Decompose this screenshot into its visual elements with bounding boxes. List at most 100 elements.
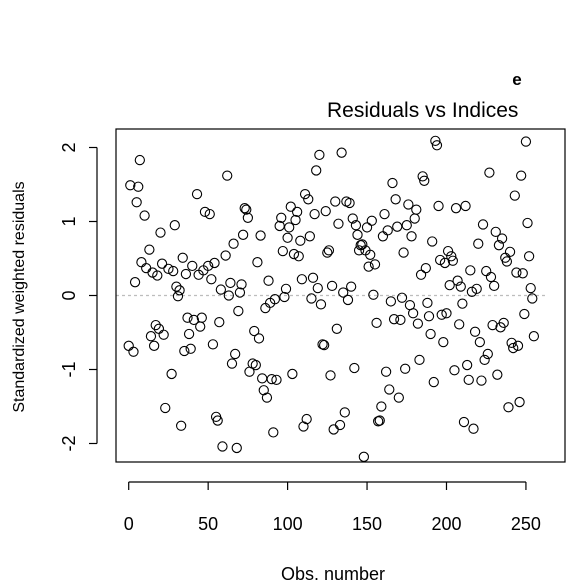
- data-point: [458, 416, 470, 428]
- data-point: [196, 312, 207, 323]
- data-point: [260, 302, 271, 314]
- data-point: [155, 227, 166, 238]
- data-point: [411, 204, 422, 215]
- data-point: [234, 287, 246, 298]
- data-point: [392, 221, 403, 232]
- data-point: [522, 217, 533, 229]
- data-point: [236, 279, 247, 290]
- data-point: [207, 339, 219, 350]
- data-point: [250, 359, 261, 371]
- data-point: [371, 317, 382, 329]
- data-point: [444, 279, 455, 291]
- data-point: [322, 247, 333, 258]
- data-point: [144, 244, 155, 255]
- data-point: [169, 220, 180, 231]
- data-point: [331, 323, 343, 334]
- data-point: [492, 369, 503, 380]
- data-point: [187, 260, 198, 272]
- data-point: [400, 363, 411, 374]
- data-point: [461, 359, 473, 371]
- data-point: [423, 311, 435, 322]
- data-point: [484, 167, 495, 178]
- data-point: [479, 354, 490, 366]
- data-point: [252, 257, 263, 268]
- x-axis-label: Obs. number: [281, 564, 385, 584]
- y-tick-label: 0: [59, 290, 79, 300]
- data-point: [519, 308, 530, 320]
- data-point: [415, 269, 427, 280]
- data-point: [249, 325, 260, 337]
- data-point: [407, 308, 419, 319]
- data-point: [419, 175, 430, 186]
- data-point: [463, 374, 474, 386]
- data-point: [414, 354, 425, 366]
- y-tick-label: 2: [59, 142, 79, 152]
- data-point: [347, 213, 358, 224]
- data-point: [131, 197, 142, 208]
- data-point: [439, 257, 451, 269]
- data-point: [148, 340, 160, 351]
- data-point: [136, 257, 147, 268]
- data-point: [203, 260, 214, 272]
- data-point: [482, 348, 493, 360]
- data-point: [387, 177, 398, 189]
- data-point: [330, 196, 341, 207]
- data-point: [150, 319, 161, 331]
- data-point: [261, 392, 273, 403]
- data-point: [349, 362, 360, 374]
- data-point: [279, 291, 290, 303]
- data-point: [314, 149, 325, 161]
- data-point: [527, 293, 538, 304]
- data-point: [191, 188, 203, 200]
- data-point: [363, 261, 374, 272]
- data-point: [454, 319, 465, 330]
- data-point: [452, 275, 463, 286]
- data-point: [171, 281, 182, 292]
- data-point: [217, 441, 228, 452]
- data-point: [477, 219, 489, 230]
- data-point: [323, 245, 335, 256]
- data-point: [222, 170, 233, 181]
- data-point: [134, 154, 145, 166]
- data-point: [336, 147, 347, 158]
- data-point: [438, 336, 449, 348]
- data-point: [309, 208, 320, 220]
- data-point: [338, 287, 349, 298]
- data-point: [503, 402, 514, 413]
- data-point: [228, 238, 239, 249]
- data-point: [326, 280, 338, 292]
- data-point: [496, 233, 508, 244]
- data-point: [469, 326, 481, 337]
- data-point: [460, 200, 471, 212]
- data-point: [395, 314, 406, 326]
- data-point: [223, 290, 234, 301]
- data-point: [474, 336, 486, 348]
- data-point: [380, 366, 392, 377]
- data-point: [473, 238, 484, 249]
- data-point: [390, 194, 401, 205]
- data-point: [436, 309, 447, 320]
- data-point: [441, 308, 452, 319]
- data-point: [133, 181, 144, 192]
- data-point: [266, 373, 277, 385]
- data-point: [457, 298, 468, 309]
- data-point: [374, 415, 385, 426]
- data-point: [158, 329, 169, 340]
- y-axis-label: Standardized weighted residuals: [11, 181, 28, 412]
- data-point: [350, 220, 362, 231]
- data-point: [320, 205, 331, 217]
- data-point: [385, 296, 397, 307]
- data-point: [339, 407, 350, 418]
- data-point: [447, 255, 458, 266]
- data-point: [282, 232, 293, 243]
- data-point: [490, 226, 501, 238]
- data-point: [365, 249, 376, 260]
- data-point: [299, 188, 311, 200]
- data-point: [525, 282, 536, 294]
- data-point: [209, 257, 220, 269]
- data-point: [511, 267, 522, 278]
- data-point: [295, 235, 306, 246]
- data-point: [293, 251, 304, 262]
- data-point: [344, 197, 355, 209]
